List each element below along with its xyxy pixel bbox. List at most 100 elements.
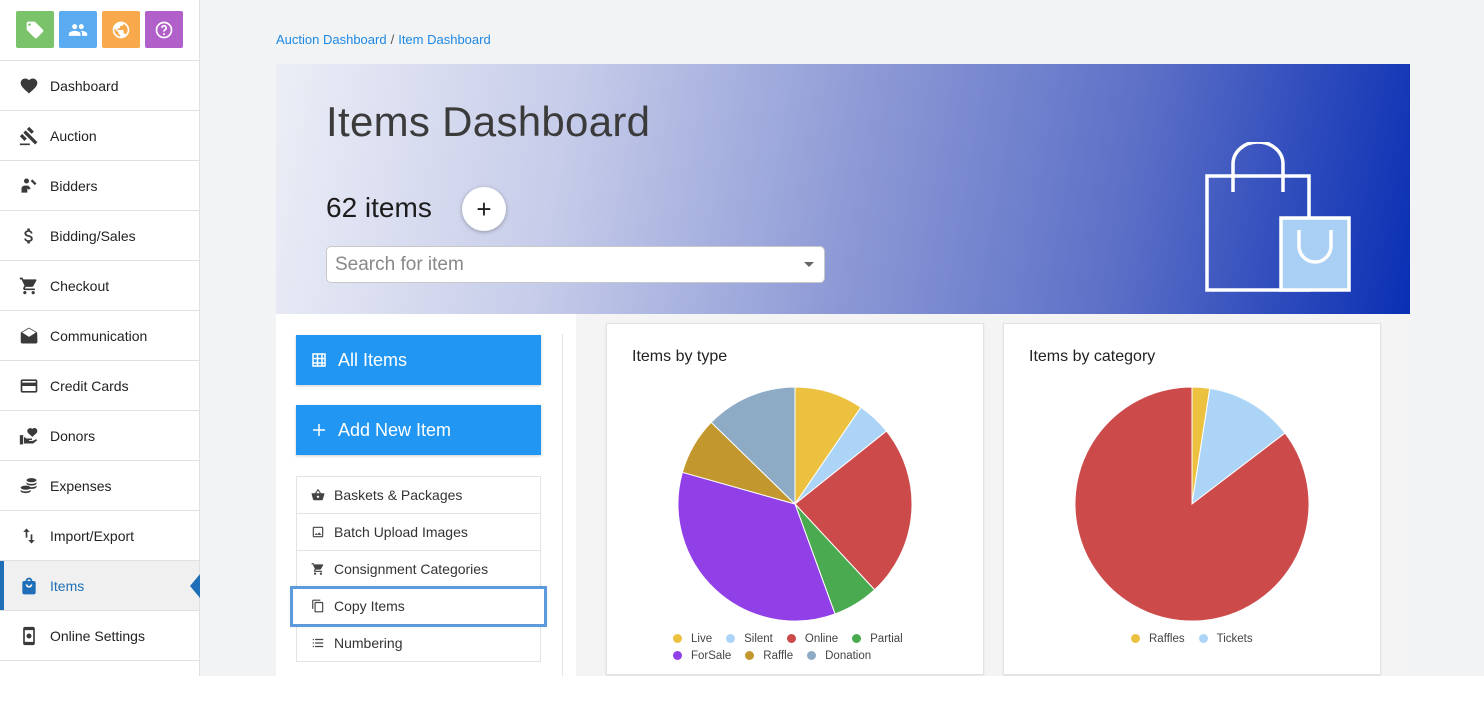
pie-slice-donation[interactable] [710,386,796,506]
list-icon [312,638,324,648]
top-icon-bar [0,0,199,60]
legend-item-tickets[interactable]: Tickets [1198,630,1253,647]
gavel-icon [18,125,40,147]
sidebar-item-label: Expenses [50,477,112,494]
legend-label: Online [804,632,839,645]
legend-dot [745,651,755,660]
sidebar-item-credit-cards[interactable]: Credit Cards [0,361,199,411]
breadcrumb-item-dashboard[interactable]: Item Dashboard [398,32,491,47]
items-by-type-card: Items by type Live Silent Online Partial For… [606,323,984,675]
pie-slice-forsale[interactable] [677,471,836,622]
panel-divider [562,334,563,694]
add-item-button[interactable]: + [462,187,506,231]
all-items-label: All Items [338,349,408,370]
chevron-down-icon[interactable] [804,262,814,267]
tag-icon [26,21,44,38]
tool-link-copy-items[interactable]: Copy Items [290,586,547,627]
item-tools-list: Baskets & Packages Batch Upload Images Con… [290,476,547,662]
sidebar-item-label: Online Settings [50,627,145,644]
legend-dot [1131,634,1140,643]
tool-link-baskets-packages[interactable]: Baskets & Packages [297,477,540,514]
legend-item-live[interactable]: Live [673,630,712,647]
tool-link-numbering[interactable]: Numbering [297,625,540,662]
plus-icon [313,424,325,436]
help-icon [155,21,173,38]
sidebar-item-expenses[interactable]: Expenses [0,461,199,511]
item-count: 62 items [326,192,432,223]
basket-icon [311,489,325,501]
items-by-type-title: Items by type [632,348,728,365]
breadcrumb: Auction Dashboard / Item Dashboard [276,32,491,47]
sidebar-item-bidding-sales[interactable]: Bidding/Sales [0,211,199,261]
sidebar-item-donors[interactable]: Donors [0,411,199,461]
sidebar-item-online-settings[interactable]: Online Settings [0,611,199,661]
legend-item-forsale[interactable]: ForSale [673,647,731,664]
dollar-icon [18,225,40,247]
globe-icon-button[interactable] [102,11,140,48]
legend-label: Live [691,632,713,645]
sidebar-item-label: Dashboard [50,77,119,94]
sidebar-item-label: Bidding/Sales [50,227,136,244]
copy-icon [312,599,324,613]
legend-item-silent[interactable]: Silent [726,630,773,647]
sidebar-item-label: Credit Cards [50,377,129,394]
page-title: Items Dashboard [326,98,651,145]
people-icon [68,23,88,36]
shopping-bag-icon [1205,142,1351,292]
all-items-button[interactable]: All Items [296,335,541,385]
dashboard-content: All Items Add New Item Baskets & Package… [276,314,1410,709]
legend-label: Donation [825,649,872,662]
legend-item-raffles[interactable]: Raffles [1131,630,1185,647]
items-by-type-legend: Live Silent Online Partial ForSale Raffle Dona… [673,630,933,664]
legend-dot [726,634,736,643]
legend-label: Raffle [763,649,794,662]
tool-link-label: Copy Items [334,598,405,614]
cart-icon [311,563,324,575]
sidebar-item-checkout[interactable]: Checkout [0,261,199,311]
add-new-item-button[interactable]: Add New Item [296,405,541,455]
sidebar-item-auction[interactable]: Auction [0,111,199,161]
sidebar-item-communication[interactable]: Communication [0,311,199,361]
sidebar-nav: Dashboard Auction Bidders Bidding/Sales Chec… [0,60,200,661]
globe-icon [112,21,130,38]
tag-icon-button[interactable] [16,11,54,48]
items-by-type-pie [677,386,913,622]
coins-icon [18,475,40,497]
tool-link-consignment-categories[interactable]: Consignment Categories [297,551,540,588]
legend-item-partial[interactable]: Partial [852,630,903,647]
items-by-category-pie [1074,386,1310,622]
sidebar-item-bidders[interactable]: Bidders [0,161,199,211]
import-export-icon [18,525,40,547]
search-input[interactable] [335,253,804,276]
people-icon-button[interactable] [59,11,97,48]
breadcrumb-auction-dashboard[interactable]: Auction Dashboard [276,32,387,47]
legend-item-raffle[interactable]: Raffle [745,647,793,664]
sidebar-item-label: Checkout [50,277,110,294]
pie-slice-tickets[interactable] [1191,387,1286,506]
legend-item-online[interactable]: Online [786,630,839,647]
sidebar-item-import-export[interactable]: Import/Export [0,511,199,561]
heart-handshake-icon [18,75,40,97]
item-search[interactable] [326,246,825,283]
breadcrumb-separator: / [390,32,395,47]
legend-item-donation[interactable]: Donation [807,647,871,664]
image-icon [312,526,324,538]
page-edge [0,676,1484,709]
donor-hand-icon [18,425,40,447]
sidebar-item-label: Items [50,577,85,594]
bidder-icon [18,175,40,197]
legend-label: ForSale [691,649,732,662]
item-actions-panel: All Items Add New Item Baskets & Package… [276,314,576,709]
sidebar-item-dashboard[interactable]: Dashboard [0,61,199,111]
pie-slice-other[interactable] [1074,386,1310,622]
tool-link-label: Baskets & Packages [334,487,463,503]
sidebar-item-items[interactable]: Items [0,561,200,611]
tool-link-batch-upload-images[interactable]: Batch Upload Images [297,514,540,551]
legend-label: Partial [870,632,903,645]
grid-icon [312,353,326,367]
help-icon-button[interactable] [145,11,183,48]
legend-dot [673,651,682,660]
pie-slice-online[interactable] [794,430,913,591]
items-by-category-title: Items by category [1029,348,1156,365]
shopping-bag-icon [18,575,40,597]
